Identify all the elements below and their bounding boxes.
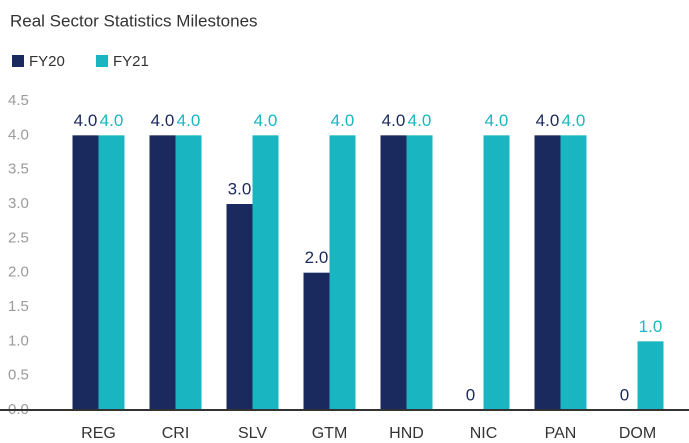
y-tick-label: 2.0 xyxy=(8,264,29,281)
x-tick-label: PAN xyxy=(545,425,577,442)
x-tick-label: HND xyxy=(389,425,424,442)
bar xyxy=(98,135,125,411)
value-label: 0 xyxy=(466,385,475,404)
bar xyxy=(329,135,356,411)
y-tick-label: 4.5 xyxy=(8,92,29,109)
value-label: 4.0 xyxy=(331,111,355,130)
bar xyxy=(534,135,561,411)
x-tick-label: DOM xyxy=(619,425,656,442)
value-label: 4.0 xyxy=(151,111,175,130)
x-tick-label: GTM xyxy=(312,425,348,442)
bar xyxy=(149,135,176,411)
bar xyxy=(303,272,330,410)
value-label: 3.0 xyxy=(228,179,252,198)
bar xyxy=(252,135,279,411)
y-tick-label: 3.0 xyxy=(8,195,29,212)
chart-title: Real Sector Statistics Milestones xyxy=(10,11,258,30)
y-tick-label: 1.0 xyxy=(8,332,29,349)
y-tick-label: 4.0 xyxy=(8,126,29,143)
x-tick-label: REG xyxy=(81,425,116,442)
value-label: 2.0 xyxy=(305,248,329,267)
value-label: 4.0 xyxy=(536,111,560,130)
bar xyxy=(380,135,407,411)
y-tick-label: 0.5 xyxy=(8,367,29,384)
legend-label: FY21 xyxy=(113,53,149,70)
x-tick-label: NIC xyxy=(470,425,498,442)
x-tick-label: SLV xyxy=(238,425,267,442)
y-tick-label: 1.5 xyxy=(8,298,29,315)
x-tick-label: CRI xyxy=(162,425,190,442)
legend-swatch xyxy=(12,55,24,67)
y-tick-label: 2.5 xyxy=(8,229,29,246)
value-label: 4.0 xyxy=(177,111,201,130)
value-label: 4.0 xyxy=(408,111,432,130)
bar xyxy=(175,135,202,411)
value-label: 0 xyxy=(620,385,629,404)
legend-swatch xyxy=(96,55,108,67)
bar xyxy=(560,135,587,411)
bar xyxy=(406,135,433,411)
value-label: 4.0 xyxy=(74,111,98,130)
value-label: 4.0 xyxy=(382,111,406,130)
bar xyxy=(483,135,510,411)
value-label: 4.0 xyxy=(562,111,586,130)
value-label: 4.0 xyxy=(100,111,124,130)
value-label: 1.0 xyxy=(639,317,663,336)
bar xyxy=(72,135,99,411)
bar xyxy=(226,204,253,410)
legend-label: FY20 xyxy=(29,53,65,70)
y-tick-label: 3.5 xyxy=(8,161,29,178)
value-label: 4.0 xyxy=(485,111,509,130)
bar xyxy=(637,341,664,410)
value-label: 4.0 xyxy=(254,111,278,130)
